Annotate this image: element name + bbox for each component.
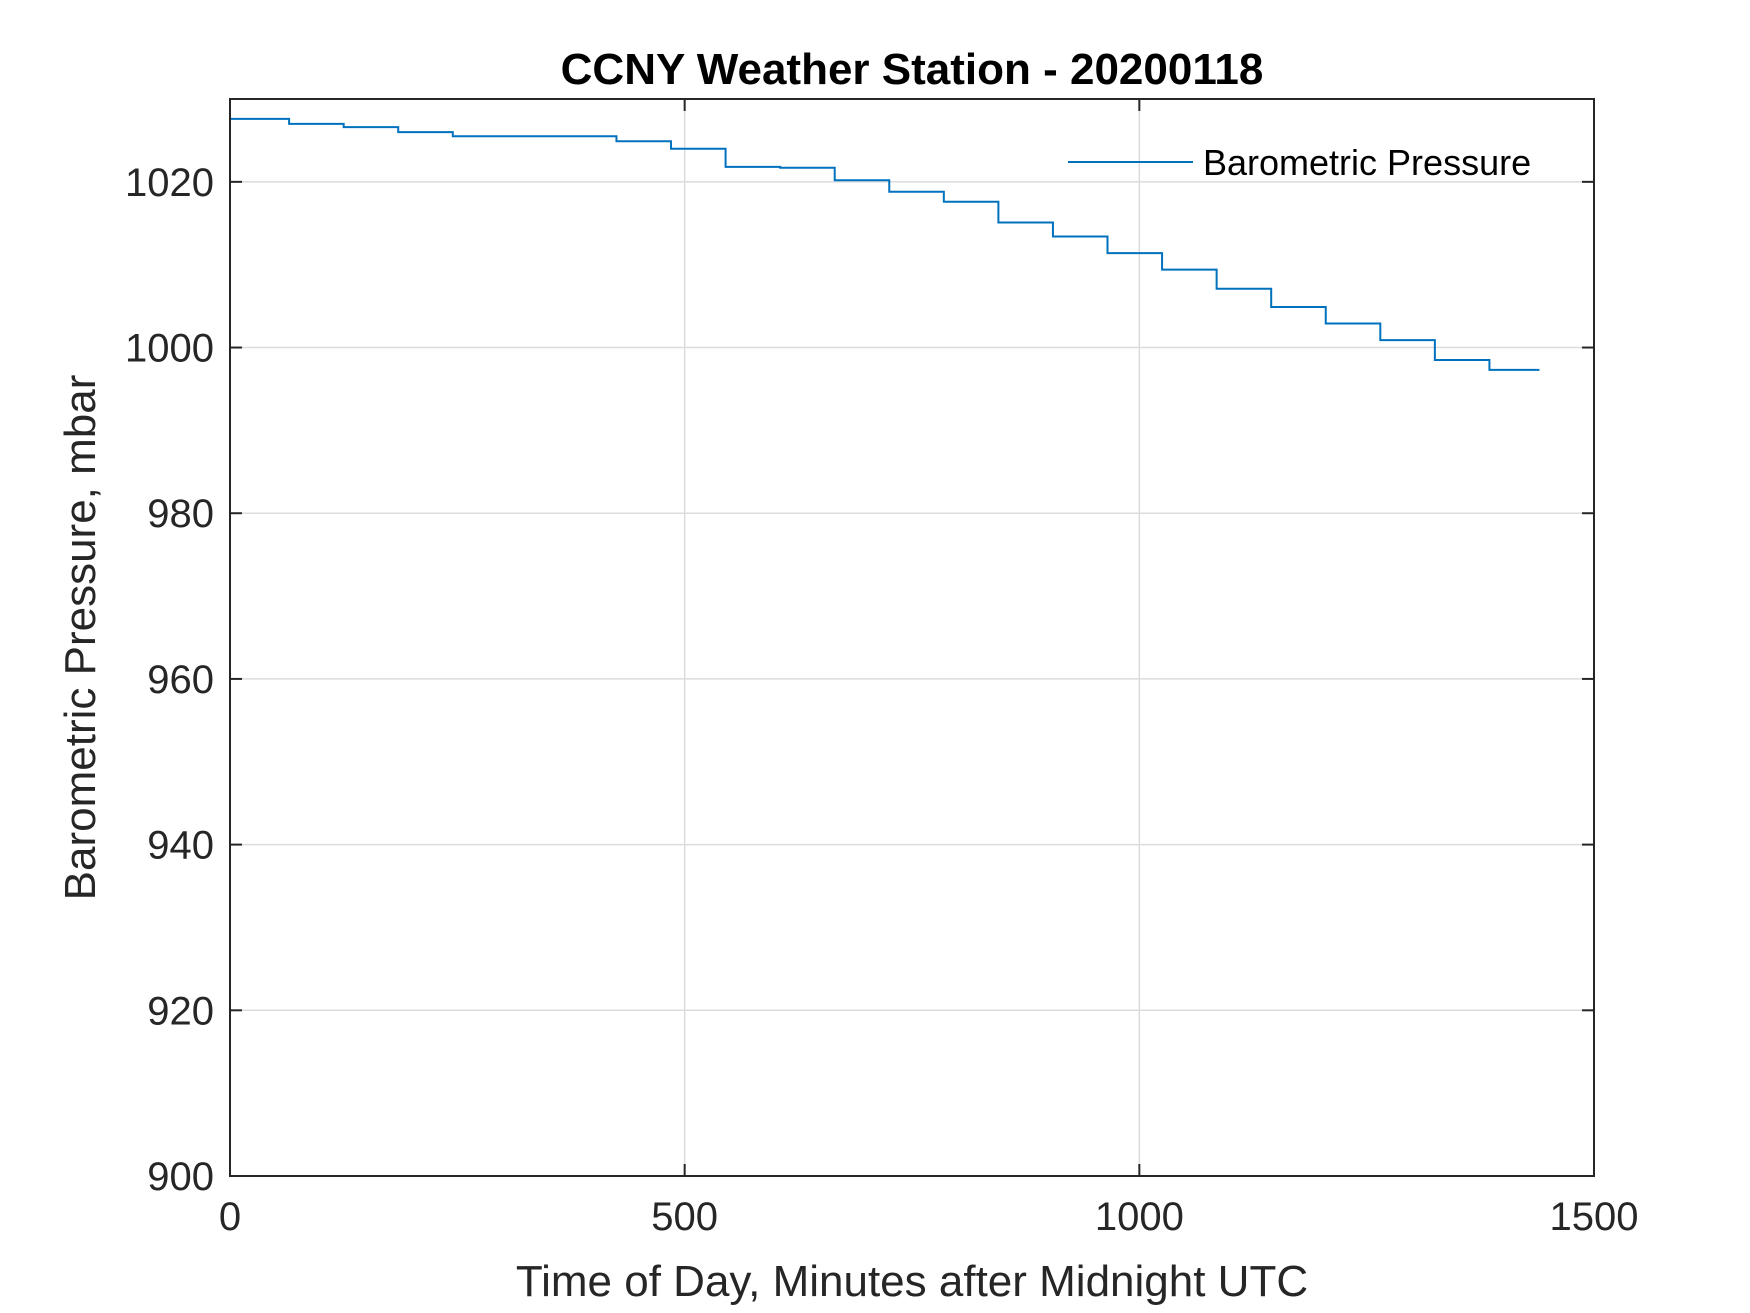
- legend: Barometric Pressure: [1068, 142, 1531, 183]
- y-tick-label: 900: [147, 1155, 214, 1199]
- y-tick-label: 940: [147, 824, 214, 868]
- ticks: [229, 99, 1595, 1177]
- y-tick-label: 960: [147, 658, 214, 702]
- x-tick-label: 0: [219, 1195, 241, 1239]
- legend-label: Barometric Pressure: [1203, 142, 1531, 183]
- chart-title: CCNY Weather Station - 20200118: [561, 45, 1264, 94]
- x-tick-label: 1500: [1550, 1195, 1639, 1239]
- y-tick-label: 920: [147, 989, 214, 1033]
- plot-area: [230, 99, 1594, 1176]
- y-tick-label: 1020: [125, 161, 214, 205]
- x-axis-label: Time of Day, Minutes after Midnight UTC: [516, 1257, 1308, 1306]
- y-tick-label: 980: [147, 492, 214, 536]
- x-tick-label: 500: [651, 1195, 718, 1239]
- tick-labels: 0 500 1000 1500 900 920 940 960 980 1000 1020: [125, 161, 1638, 1239]
- x-tick-label: 1000: [1095, 1195, 1184, 1239]
- y-tick-label: 1000: [125, 327, 214, 371]
- y-axis-label: Barometric Pressure, mbar: [56, 375, 105, 901]
- axes-frame: [229, 98, 1595, 1177]
- grid: [230, 99, 1594, 1176]
- series-line-barometric-pressure: [230, 117, 1540, 371]
